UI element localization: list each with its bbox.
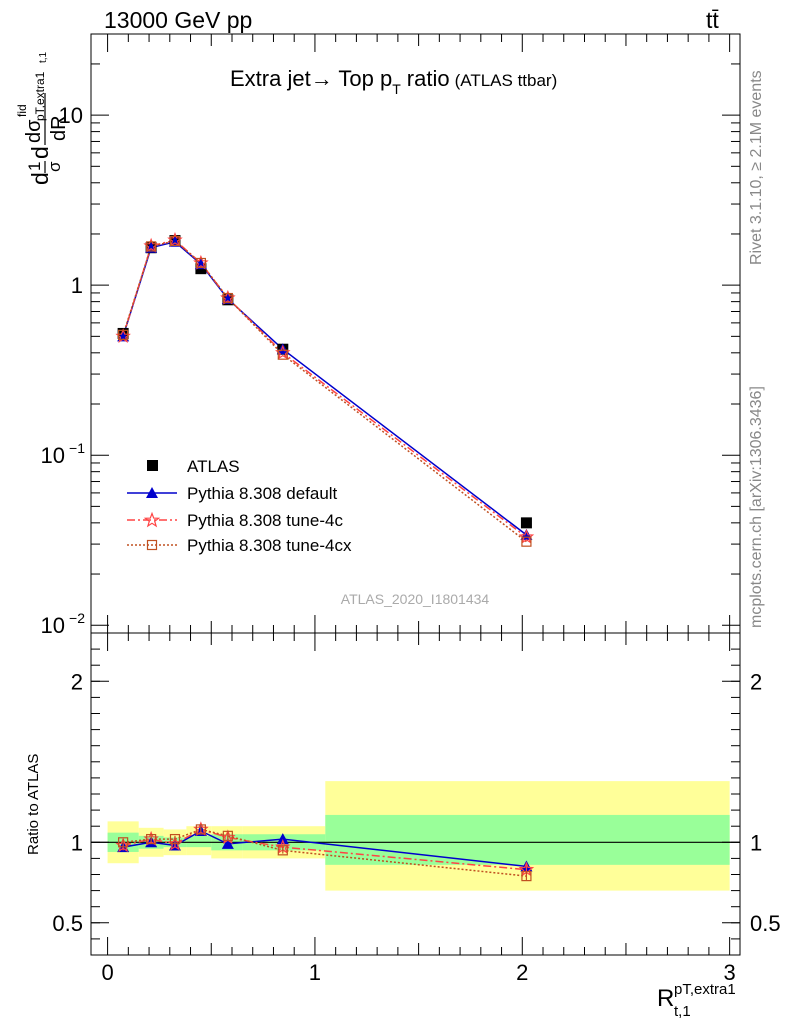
data-point-series-1	[276, 343, 289, 355]
process-label: tt̄	[706, 7, 719, 33]
energy-label: 13000 GeV pp	[104, 7, 252, 33]
x-label-sub: t,1	[674, 1003, 691, 1020]
ratio-plot-area	[91, 781, 740, 891]
main-y-tick-exp: −1	[69, 440, 85, 456]
title-sub: T	[392, 81, 401, 97]
y-label-pre-b: d	[27, 146, 53, 159]
main-plot-area	[115, 231, 535, 547]
legend: ATLAS Pythia 8.308 default Pythia 8.308 …	[127, 457, 352, 555]
ratio-point-series-2	[169, 833, 181, 845]
ratio-point-series-0	[221, 837, 234, 849]
legend-marker-4c	[143, 511, 161, 528]
data-point-series-3	[146, 241, 157, 252]
ratio-x-tick-label: 1	[309, 960, 321, 985]
y-label-sup: fid	[15, 104, 29, 117]
ratio-point-series-0	[276, 833, 289, 845]
y-label-pre: d	[27, 172, 53, 185]
ratio-point-series-2	[521, 871, 532, 882]
ratio-point-series-2	[118, 837, 129, 848]
main-y-tick-label: 1	[71, 273, 83, 298]
ratio-y-tick-label-left: 1	[71, 830, 83, 855]
ratio-x-tick-label: 2	[516, 960, 528, 985]
process-main: tt	[706, 7, 719, 33]
y-label-den: dR	[48, 115, 70, 141]
ratio-x-tick-label: 0	[101, 960, 113, 985]
ratio-y-tick-label-left: 0.5	[52, 911, 83, 936]
x-label-main: R	[657, 985, 674, 1012]
ratio-y-tick-label-right: 2	[750, 669, 762, 694]
ratio-y-tick-label-left: 2	[71, 669, 83, 694]
ratio-y-label: Ratio to ATLAS	[25, 754, 42, 855]
ratio-band-green-6	[325, 814, 730, 865]
data-point-series-3	[169, 235, 181, 247]
mcplots-label: mcplots.cern.ch [arXiv:1306.3436]	[748, 386, 765, 628]
legend-label-4cx: Pythia 8.308 tune-4cx	[187, 536, 352, 555]
data-point-series-0	[520, 517, 532, 529]
chart-title: Extra jet→ Top pT ratio (ATLAS ttbar)	[230, 66, 557, 97]
y-label-num: dσ	[23, 119, 45, 143]
main-y-tick-label: 10	[41, 443, 65, 468]
y-label-sub: t,1	[38, 51, 49, 63]
rivet-label: Rivet 3.1.10, ≥ 2.1M events	[748, 70, 765, 265]
ratio-y-tick-label-right: 0.5	[750, 911, 781, 936]
main-y-tick-exp: −2	[69, 610, 85, 626]
ratio-x-label: R pT,extra1 t,1	[657, 981, 736, 1020]
ratio-ticks: 0.5 0.5 1 1 2 2 0 1 2 3	[52, 633, 781, 985]
ratio-y-tick-label-right: 1	[750, 830, 762, 855]
legend-marker-atlas	[147, 460, 158, 471]
data-point-series-3	[118, 329, 129, 340]
title-main: Extra jet→ Top p	[230, 66, 392, 91]
data-point-series-3	[277, 349, 288, 360]
ratio-point-series-2	[277, 845, 288, 856]
ratio-x-tick-label: 3	[724, 960, 736, 985]
data-point-series-3	[195, 257, 206, 269]
legend-label-atlas: ATLAS	[187, 457, 240, 476]
ratio-point-series-2	[195, 824, 206, 835]
legend-marker-4cx	[146, 539, 158, 551]
x-label-sup: pT,extra1	[674, 981, 736, 998]
data-point-series-2	[518, 528, 535, 544]
data-point-series-3	[222, 292, 233, 304]
y-label-sigma: σ	[45, 161, 64, 172]
legend-marker-default	[146, 487, 158, 498]
legend-label-default: Pythia 8.308 default	[187, 484, 338, 503]
y-label-sub2: pT,extra1	[33, 71, 47, 121]
y-label-one: 1	[25, 162, 44, 171]
ratio-band-green-3	[186, 835, 212, 848]
main-y-tick-label: 10	[59, 103, 83, 128]
title-small: (ATLAS ttbar)	[455, 71, 558, 90]
title-tail: ratio	[407, 66, 450, 91]
data-point-series-3	[521, 536, 532, 547]
ratio-point-series-2	[146, 833, 157, 845]
legend-label-4c: Pythia 8.308 tune-4c	[187, 511, 343, 530]
ratio-point-series-2	[222, 830, 233, 841]
main-y-label: d 1 σ d dσ fid dR pT,extra1 t,1	[15, 51, 70, 185]
analysis-label: ATLAS_2020_I1801434	[341, 591, 490, 607]
main-y-tick-label: 10	[41, 613, 65, 638]
ratio-panel: 0.5 0.5 1 1 2 2 0 1 2 3 Ratio to ATLAS R pT,extra…	[25, 632, 781, 1020]
